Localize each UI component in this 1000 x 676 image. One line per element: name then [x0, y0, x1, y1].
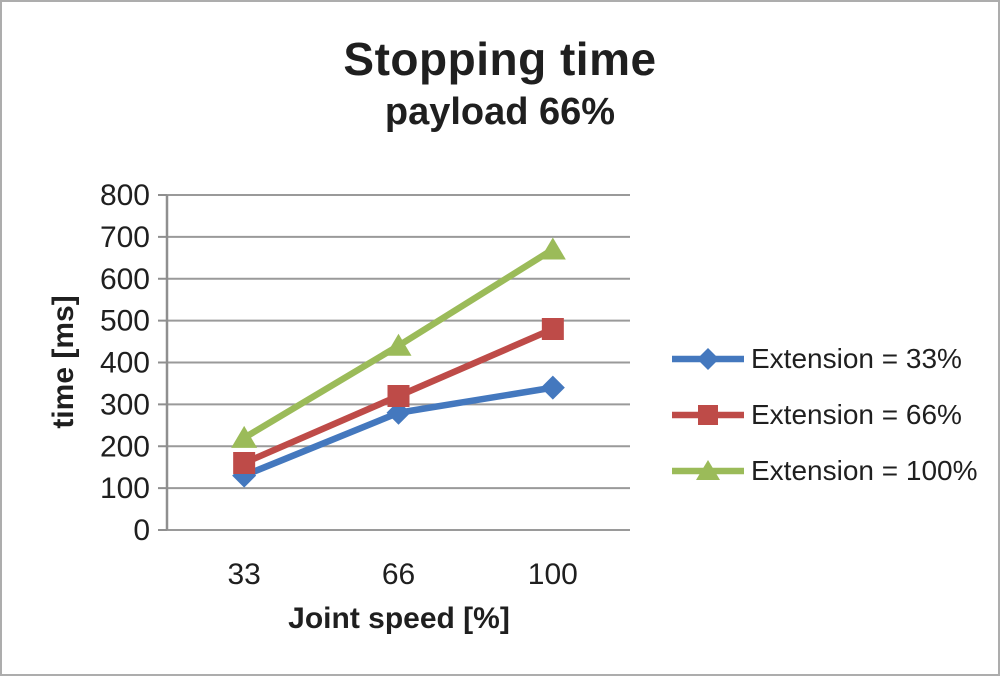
y-tick-label: 0 — [133, 514, 150, 547]
legend-label: Extension = 66% — [751, 399, 962, 430]
y-tick-label: 700 — [100, 221, 150, 254]
x-tick-label: 100 — [528, 558, 578, 591]
x-tick-label: 33 — [227, 558, 260, 591]
legend-item: Extension = 33% — [670, 340, 978, 378]
legend-label: Extension = 33% — [751, 343, 962, 374]
marker-diamond-icon — [540, 375, 565, 400]
marker-triangle-icon — [696, 460, 720, 480]
legend: Extension = 33% Extension = 66% Extension … — [670, 340, 978, 490]
y-tick-label: 500 — [100, 305, 150, 338]
y-tick-label: 300 — [100, 388, 150, 421]
marker-diamond-icon — [697, 348, 719, 370]
legend-triangle-swatch-icon — [672, 460, 744, 480]
marker-triangle-icon — [231, 425, 258, 448]
x-tick-label: 66 — [382, 558, 415, 591]
chart-title: Stopping time — [343, 33, 657, 85]
legend-item: Extension = 100% — [670, 452, 978, 490]
y-tick-label: 600 — [100, 263, 150, 296]
marker-triangle-icon — [539, 237, 566, 260]
marker-square-icon — [387, 385, 410, 407]
title-block: Stopping time payload 66% — [2, 30, 998, 136]
legend-label: Extension = 100% — [751, 455, 978, 486]
y-tick-label: 200 — [100, 430, 150, 463]
y-tick-label: 800 — [100, 179, 150, 212]
marker-triangle-icon — [385, 333, 412, 356]
chart-subtitle: payload 66% — [384, 91, 616, 133]
legend-diamond-swatch-icon — [672, 348, 744, 370]
y-tick-label: 400 — [100, 347, 150, 380]
legend-square-swatch-icon — [672, 405, 744, 425]
marker-square-icon — [698, 405, 718, 425]
marker-square-icon — [541, 318, 564, 340]
x-axis-title: Joint speed [%] — [288, 602, 510, 635]
legend-item: Extension = 66% — [670, 396, 978, 434]
y-tick-label: 100 — [100, 472, 150, 505]
marker-square-icon — [233, 452, 256, 474]
